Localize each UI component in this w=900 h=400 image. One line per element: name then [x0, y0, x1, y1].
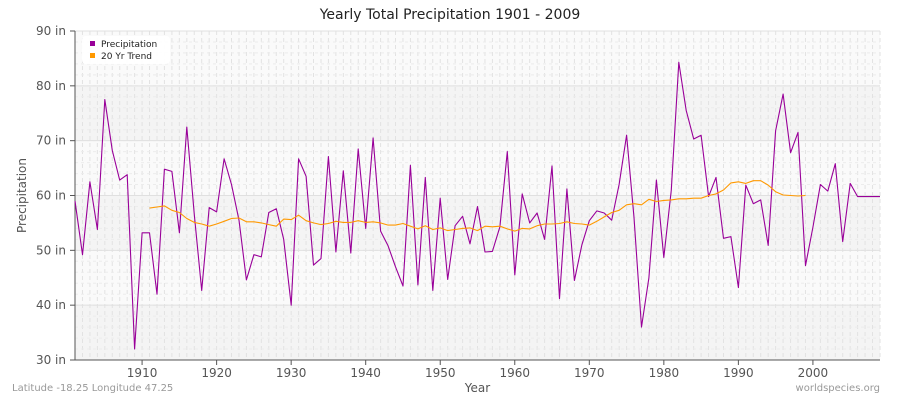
x-tick-label: 1980 [649, 366, 680, 380]
precipitation-line [74, 61, 880, 350]
legend: Precipitation 20 Yr Trend [82, 36, 170, 64]
y-tick-label: 90 in [36, 24, 66, 38]
x-tick-label: 1970 [574, 366, 605, 380]
y-tick-label: 40 in [36, 298, 66, 312]
x-tick-label: 1940 [350, 366, 381, 380]
legend-label: 20 Yr Trend [101, 52, 152, 62]
trend-line [149, 180, 806, 232]
y-tick-label: 60 in [36, 189, 66, 203]
x-tick-label: 1920 [201, 366, 232, 380]
legend-swatch-icon [90, 41, 95, 46]
x-tick-label: 1960 [499, 366, 530, 380]
chart-title: Yearly Total Precipitation 1901 - 2009 [319, 7, 581, 23]
x-tick-label: 2000 [798, 366, 829, 380]
y-tick-label: 70 in [36, 134, 66, 148]
location-label: Latitude -18.25 Longitude 47.25 [12, 383, 174, 394]
x-tick-label: 1930 [276, 366, 307, 380]
x-tick-label: 1910 [127, 366, 158, 380]
y-tick-label: 50 in [36, 243, 66, 257]
x-tick-label: 1990 [723, 366, 754, 380]
y-axis-label: Precipitation [15, 158, 29, 233]
legend-box [82, 36, 170, 64]
x-axis-label: Year [464, 381, 490, 395]
source-label: worldspecies.org [795, 383, 880, 394]
legend-swatch-icon [90, 53, 95, 58]
y-tick-label: 80 in [36, 79, 66, 93]
x-tick-label: 1950 [425, 366, 456, 380]
y-tick-label: 30 in [36, 353, 66, 367]
legend-label: Precipitation [101, 40, 157, 50]
